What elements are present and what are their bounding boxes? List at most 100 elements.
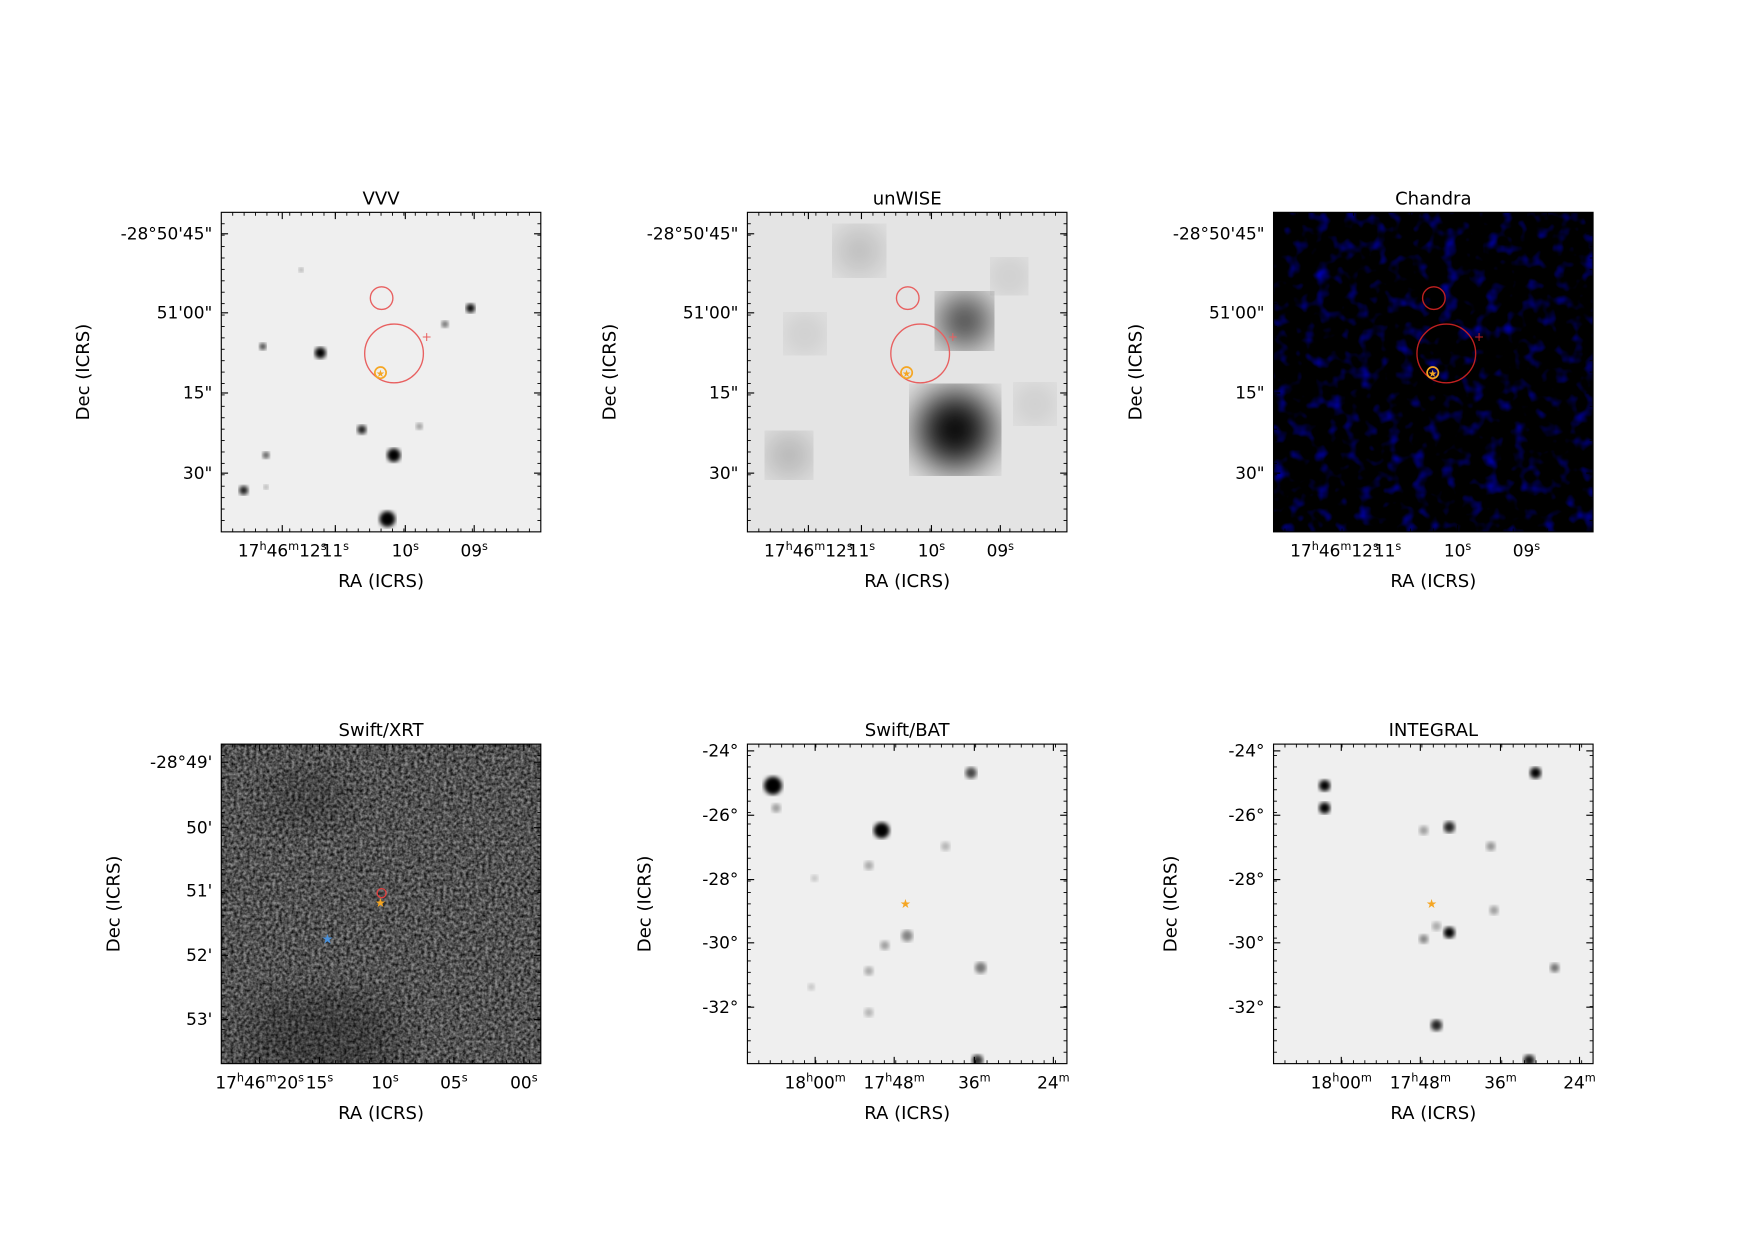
y-tick-label: 30" (709, 463, 738, 483)
panel-title: VVV (363, 188, 401, 209)
y-tick-label: -32° (1228, 997, 1264, 1017)
source-marker: ★ (376, 369, 385, 380)
x-tick-label: 09s (1513, 540, 1541, 561)
panel-title: INTEGRAL (1389, 720, 1478, 741)
y-tick-label: 51' (186, 881, 212, 901)
x-tick-label: 11s (322, 540, 350, 561)
y-tick-label: -24° (702, 741, 738, 761)
panel: ★ 18h00m 17h48m 36m 24m -24° -26° -28° -30° -32° I… (1160, 720, 1595, 1124)
y-tick-label: -28°50'45" (121, 223, 213, 243)
y-tick-label: 52' (186, 945, 212, 965)
x-axis-label: RA (ICRS) (864, 571, 950, 592)
source-marker: ★ (1428, 369, 1437, 380)
panel-title: Swift/XRT (339, 720, 425, 741)
x-tick-label: 17h48m (1390, 1072, 1451, 1093)
y-tick-label: 30" (183, 463, 212, 483)
sky-image (221, 744, 541, 1064)
y-axis-label: Dec (ICRS) (1160, 856, 1181, 953)
x-tick-label: 10s (1444, 540, 1472, 561)
y-axis-label: Dec (ICRS) (104, 856, 125, 953)
x-tick-label: 36m (1484, 1072, 1517, 1093)
sky-image (1273, 744, 1594, 1064)
x-tick-label: 15s (306, 1072, 334, 1093)
y-tick-label: -32° (702, 997, 738, 1017)
y-tick-label: 50' (186, 817, 212, 837)
source-marker (1426, 366, 1440, 380)
y-tick-label: 51'00" (1209, 302, 1265, 322)
sky-image (747, 212, 1067, 532)
y-tick-label: -30° (1228, 932, 1264, 952)
source-marker (900, 366, 914, 380)
panel-title: unWISE (873, 188, 942, 209)
source-marker: ★ (375, 895, 386, 910)
y-tick-label: -28° (702, 869, 738, 889)
source-marker: ★ (321, 931, 333, 947)
source-marker: ★ (1426, 896, 1437, 911)
x-tick-label: 11s (1374, 540, 1402, 561)
x-tick-label: 00s (510, 1072, 538, 1093)
x-axis-label: RA (ICRS) (338, 571, 424, 592)
panel: ★ 18h00m 17h48m 36m 24m -24° -26° -28° -30° -32° S… (634, 720, 1069, 1124)
y-tick-label: -28°49' (150, 752, 212, 772)
y-tick-label: 30" (1235, 463, 1264, 483)
x-tick-label: 10s (392, 540, 420, 561)
x-tick-label: 36m (958, 1072, 991, 1093)
y-axis-label: Dec (ICRS) (73, 324, 94, 421)
y-tick-label: -28°50'45" (1173, 223, 1265, 243)
error-circle (895, 286, 920, 311)
x-tick-label: 24m (1563, 1072, 1596, 1093)
y-tick-label: -26° (702, 805, 738, 825)
source-marker (373, 366, 387, 380)
marker: + (422, 329, 432, 344)
panel-title: Swift/BAT (865, 720, 951, 741)
error-circle (890, 323, 951, 384)
marker: + (948, 329, 958, 344)
panel-title: Chandra (1395, 188, 1471, 209)
y-tick-label: 15" (709, 383, 738, 403)
x-axis-label: RA (ICRS) (338, 1103, 424, 1124)
y-axis-label: Dec (ICRS) (1125, 324, 1146, 421)
y-tick-label: -28°50'45" (647, 223, 739, 243)
marker: + (1474, 329, 1484, 344)
x-tick-label: 18h00m (785, 1072, 846, 1093)
y-tick-label: 15" (183, 383, 212, 403)
error-circle (376, 887, 387, 899)
y-tick-label: 53' (186, 1009, 212, 1029)
x-tick-label: 09s (460, 540, 488, 561)
x-tick-label: 09s (987, 540, 1015, 561)
x-tick-label: 18h00m (1311, 1072, 1372, 1093)
y-tick-label: -28° (1228, 869, 1264, 889)
y-tick-label: -26° (1228, 805, 1264, 825)
y-tick-label: 51'00" (683, 302, 739, 322)
panel: ★ ★ 17h46m20s 15s 10s 05s 00s -28°49' 50' 51' 52' 5… (104, 720, 542, 1124)
x-tick-label: 05s (440, 1072, 468, 1093)
x-tick-label: 17h48m (864, 1072, 925, 1093)
x-tick-label: 17h46m12s (764, 540, 853, 561)
error-circle (369, 286, 394, 311)
y-tick-label: -30° (702, 932, 738, 952)
source-marker: ★ (900, 896, 911, 911)
x-axis-label: RA (ICRS) (864, 1103, 950, 1124)
y-tick-label: 15" (1235, 383, 1264, 403)
x-tick-label: 17h46m12s (238, 540, 327, 561)
x-tick-label: 17h46m12s (1290, 540, 1379, 561)
error-circle (1421, 286, 1446, 311)
x-tick-label: 17h46m20s (215, 1072, 304, 1093)
x-axis-label: RA (ICRS) (1390, 1103, 1476, 1124)
error-circle (1416, 323, 1477, 384)
y-tick-label: -24° (1228, 741, 1264, 761)
x-tick-label: 10s (918, 540, 946, 561)
error-circle (364, 323, 425, 384)
source-marker: ★ (902, 369, 911, 380)
y-axis-label: Dec (ICRS) (634, 856, 655, 953)
y-axis-label: Dec (ICRS) (599, 324, 620, 421)
x-tick-label: 11s (848, 540, 876, 561)
sky-image (221, 212, 541, 532)
x-axis-label: RA (ICRS) (1390, 571, 1476, 592)
y-tick-label: 51'00" (157, 302, 213, 322)
x-tick-label: 10s (371, 1072, 399, 1093)
